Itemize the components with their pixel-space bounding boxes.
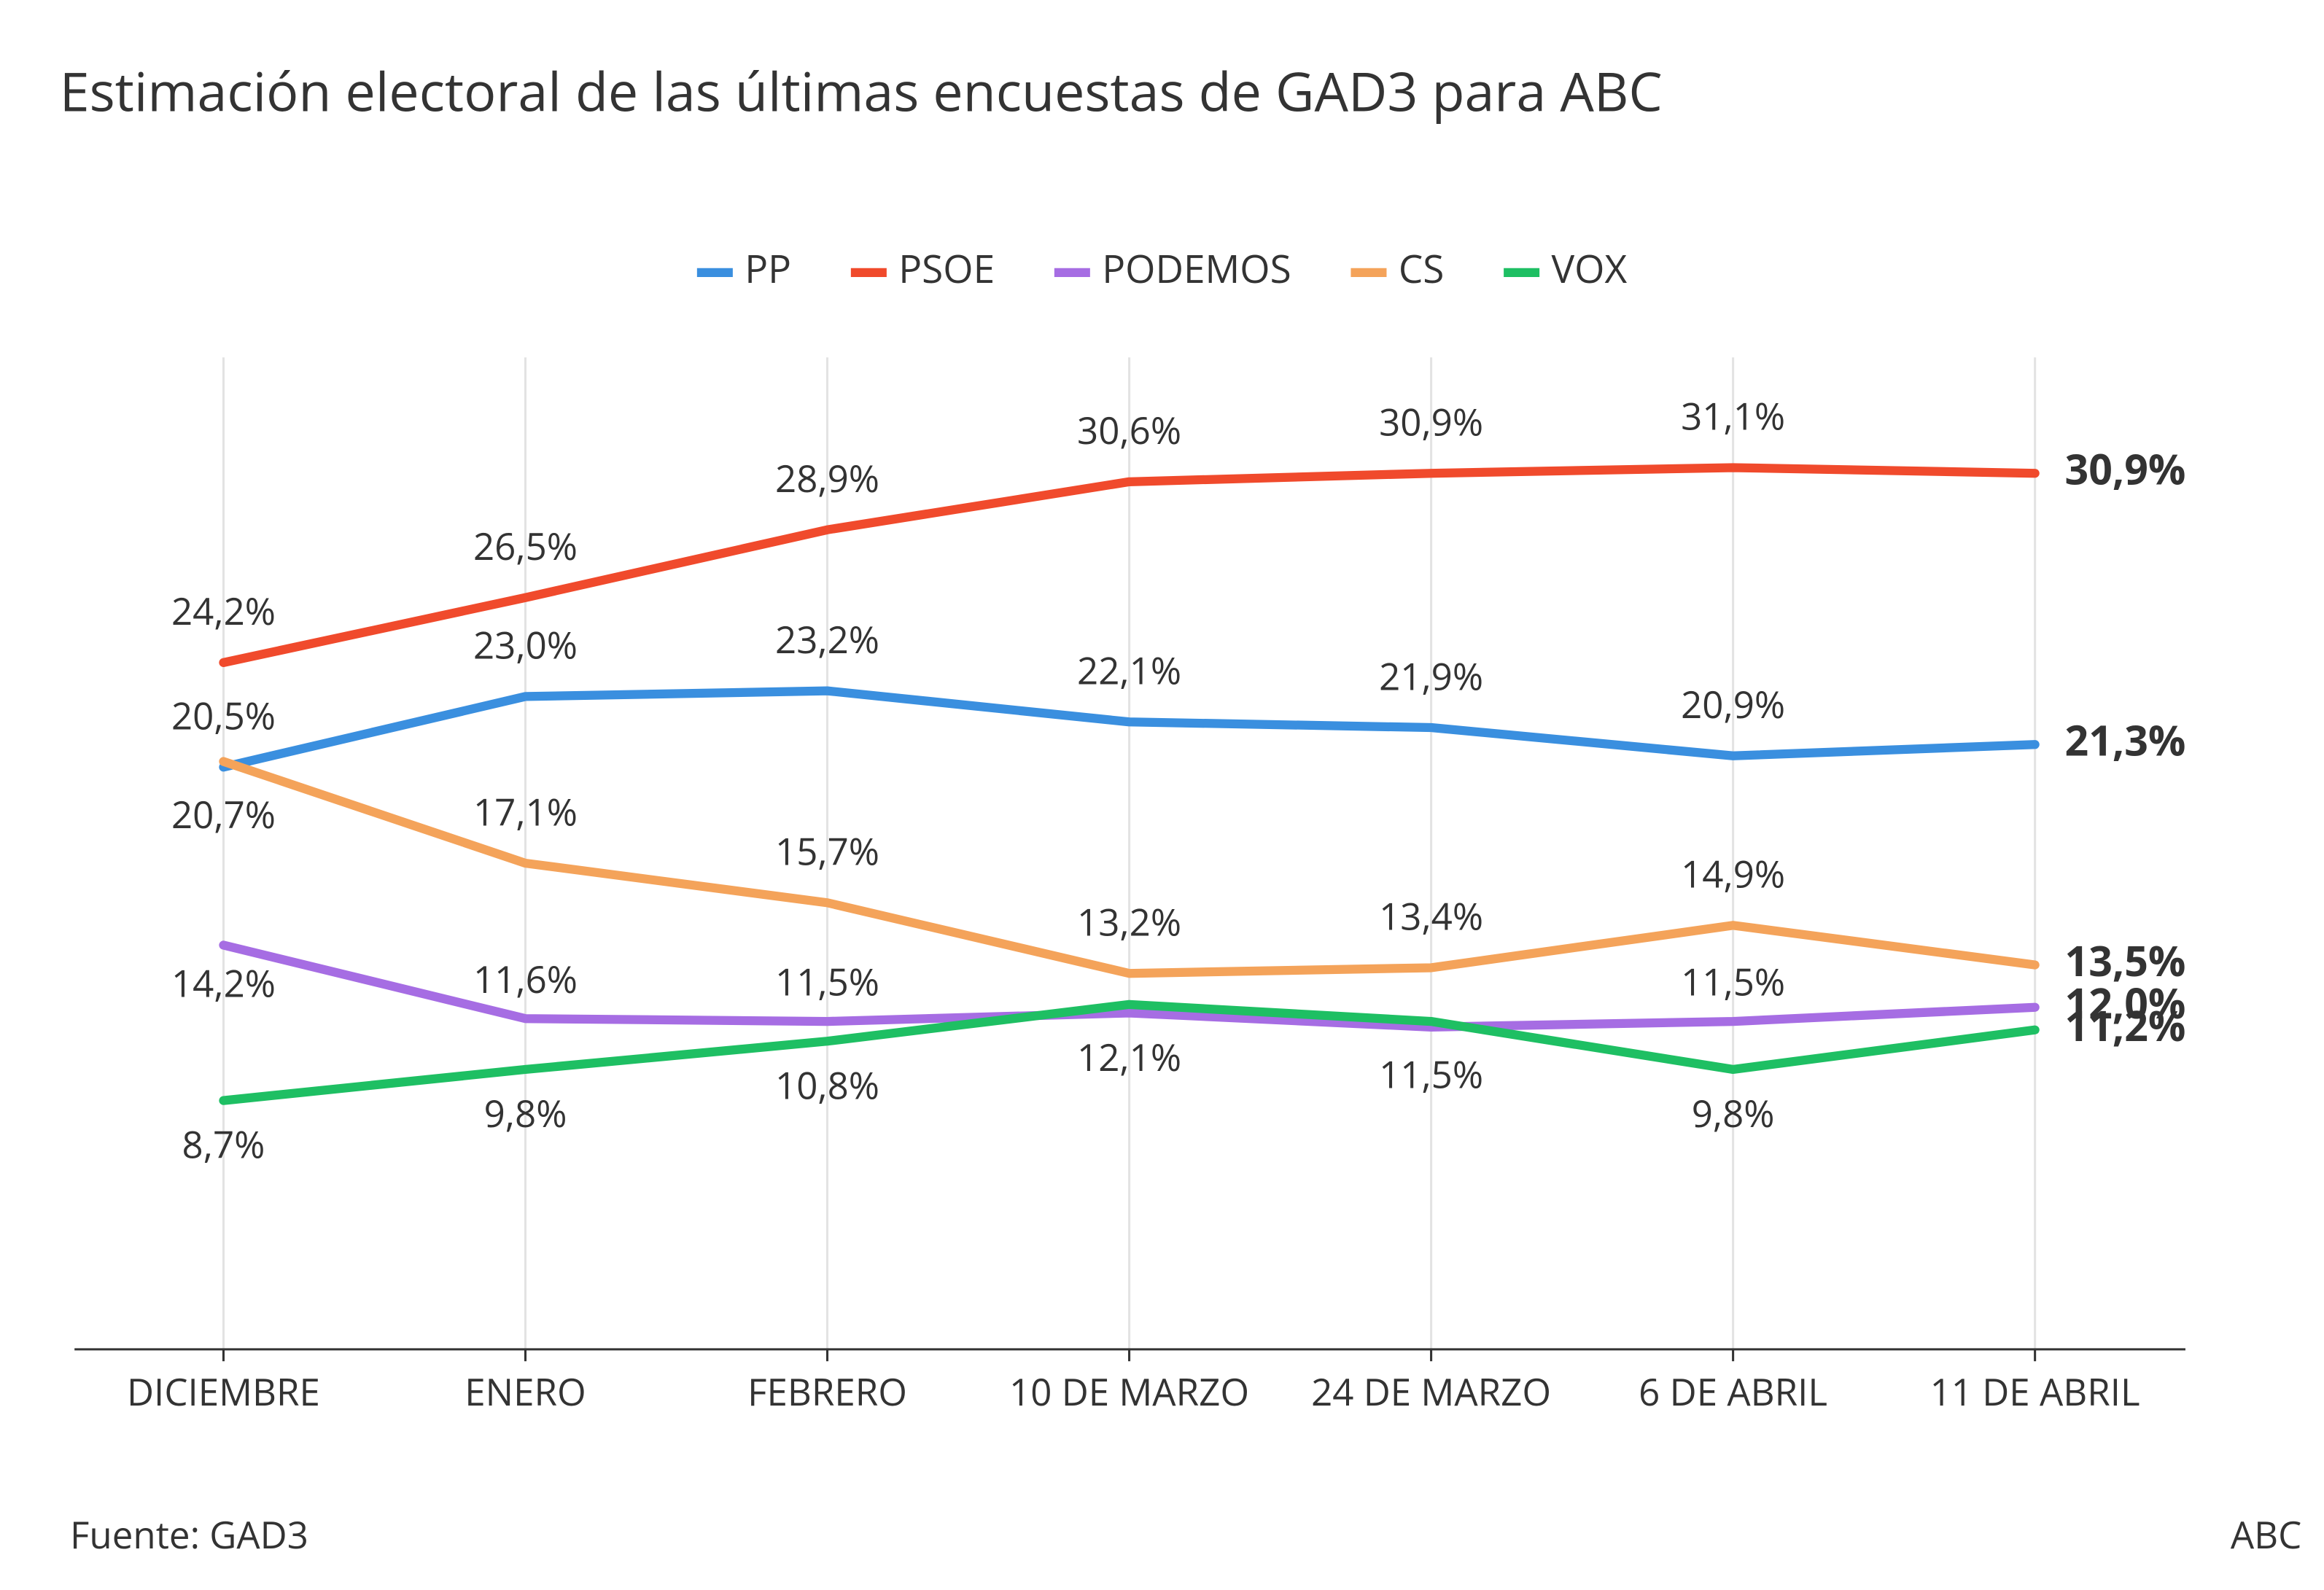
value-label: 20,5% xyxy=(171,690,276,741)
value-label: 20,7% xyxy=(171,788,276,839)
value-label: 14,2% xyxy=(171,956,276,1008)
x-tick-label: 11 DE ABRIL xyxy=(1930,1365,2140,1416)
chart-title: Estimación electoral de las últimas encu… xyxy=(60,53,1663,127)
legend-label: PSOE xyxy=(898,241,995,295)
value-label: 13,4% xyxy=(1379,890,1483,941)
series-line xyxy=(219,999,2040,1105)
credit: ABC xyxy=(2231,1508,2301,1559)
value-label: 31,1% xyxy=(1681,390,1785,441)
end-label: 13,5% xyxy=(2064,932,2185,989)
value-label: 30,9% xyxy=(1379,395,1483,446)
value-label: 24,2% xyxy=(171,585,276,636)
value-label: 26,5% xyxy=(473,520,578,571)
value-label: 11,5% xyxy=(1379,1048,1483,1099)
value-label: 13,2% xyxy=(1077,895,1181,946)
series-line xyxy=(219,757,2040,978)
source: Fuente: GAD3 xyxy=(70,1508,308,1559)
value-label: 11,5% xyxy=(1681,956,1785,1007)
x-tick-label: 24 DE MARZO xyxy=(1311,1365,1551,1416)
value-label: 14,9% xyxy=(1681,848,1785,899)
legend-label: PODEMOS xyxy=(1102,241,1291,295)
value-label: 11,6% xyxy=(473,953,578,1004)
legend-label: PP xyxy=(745,241,791,295)
value-label: 23,2% xyxy=(775,613,879,664)
value-label: 15,7% xyxy=(775,825,879,876)
legend-label: VOX xyxy=(1551,241,1627,295)
value-label: 30,6% xyxy=(1077,404,1181,455)
series-line xyxy=(219,463,2040,667)
end-label: 30,9% xyxy=(2064,440,2185,497)
end-label: 12,0% xyxy=(2064,974,2185,1031)
series-line xyxy=(219,940,2040,1032)
value-label: 20,9% xyxy=(1681,678,1785,729)
value-label: 17,1% xyxy=(473,785,578,836)
value-label: 11,5% xyxy=(775,956,879,1007)
value-label: 10,8% xyxy=(775,1059,879,1110)
value-label: 28,9% xyxy=(775,452,879,503)
value-label: 21,9% xyxy=(1379,650,1483,701)
x-tick-label: FEBRERO xyxy=(747,1365,907,1416)
x-tick-label: 6 DE ABRIL xyxy=(1639,1365,1827,1416)
value-label: 8,7% xyxy=(182,1118,265,1169)
value-label: 23,0% xyxy=(473,619,578,670)
value-label: 9,8% xyxy=(484,1087,567,1138)
value-label: 9,8% xyxy=(1692,1087,1775,1138)
series-line xyxy=(219,686,2040,772)
x-tick-label: ENERO xyxy=(465,1365,586,1416)
value-label: 12,1% xyxy=(1077,1031,1181,1082)
x-tick-label: 10 DE MARZO xyxy=(1009,1365,1249,1416)
x-tick-label: DICIEMBRE xyxy=(127,1365,320,1416)
end-label: 21,3% xyxy=(2064,712,2185,768)
end-label: 11,2% xyxy=(2064,997,2185,1053)
value-label: 22,1% xyxy=(1077,644,1181,695)
legend-label: CS xyxy=(1399,241,1445,295)
